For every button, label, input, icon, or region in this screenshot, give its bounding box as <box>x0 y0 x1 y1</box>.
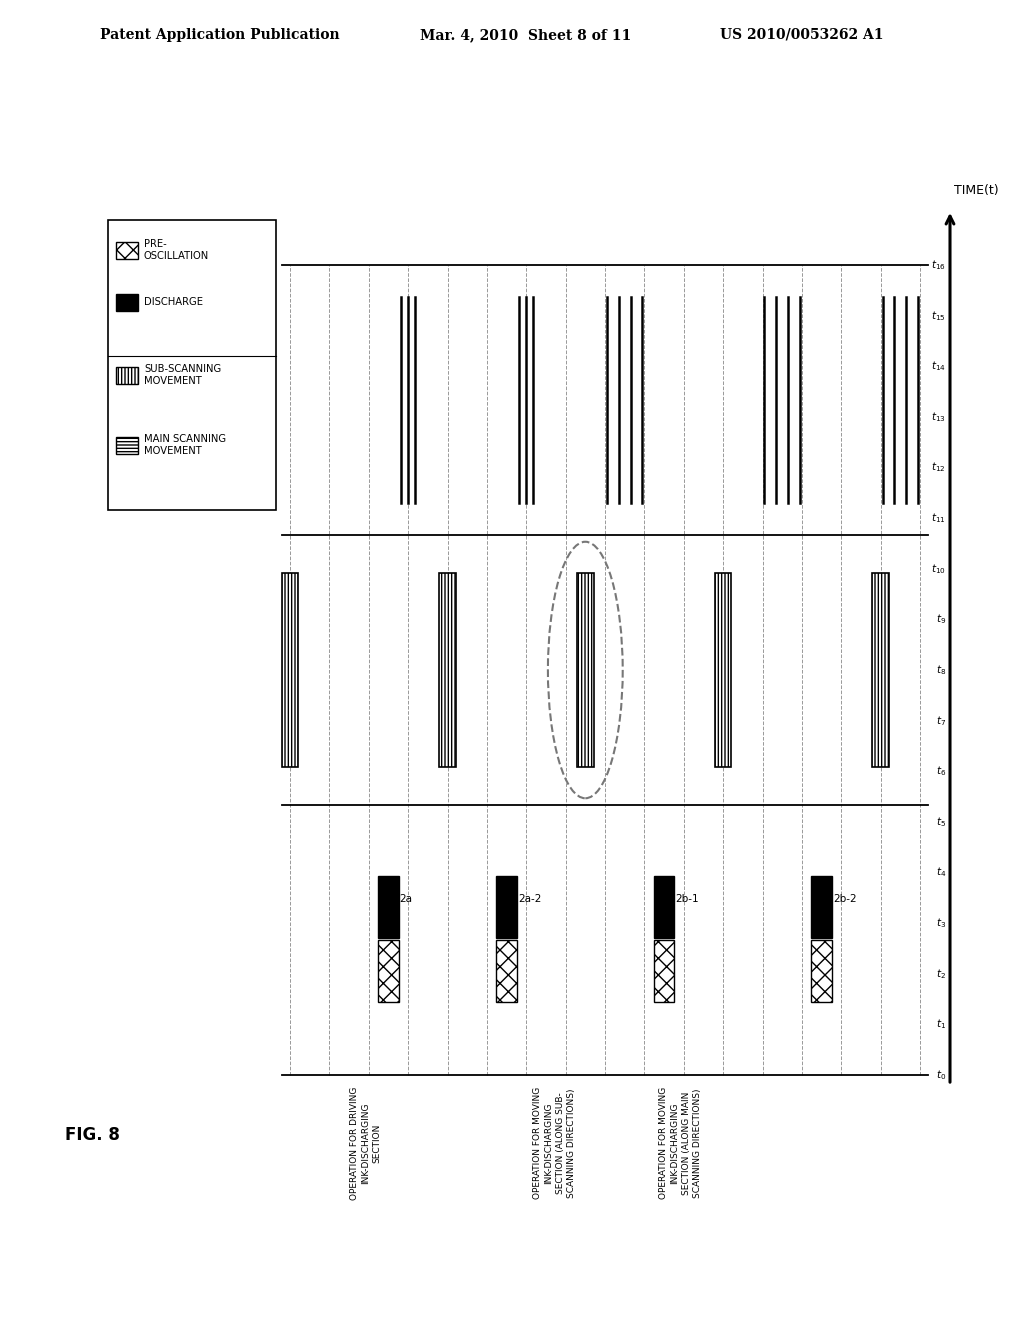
Text: $t_{11}$: $t_{11}$ <box>931 511 946 525</box>
Bar <box>497 876 517 939</box>
Text: $t_{12}$: $t_{12}$ <box>932 461 946 474</box>
Bar <box>439 573 456 767</box>
Text: 2b-2: 2b-2 <box>833 894 856 904</box>
Text: PRE-
OSCILLATION: PRE- OSCILLATION <box>144 239 209 261</box>
Bar <box>116 367 138 384</box>
Text: MAIN SCANNING
MOVEMENT: MAIN SCANNING MOVEMENT <box>144 434 226 457</box>
Text: OPERATION FOR MOVING
INK-DISCHARGING
SECTION (ALONG MAIN
SCANNING DIRECTIONS): OPERATION FOR MOVING INK-DISCHARGING SEC… <box>659 1086 701 1200</box>
Bar <box>811 876 831 939</box>
Text: $t_7$: $t_7$ <box>936 714 946 727</box>
Text: $t_{10}$: $t_{10}$ <box>931 562 946 576</box>
Text: $t_6$: $t_6$ <box>936 764 946 779</box>
Text: $t_4$: $t_4$ <box>936 866 946 879</box>
Text: SUB-SCANNING
MOVEMENT: SUB-SCANNING MOVEMENT <box>144 364 221 387</box>
Text: Mar. 4, 2010  Sheet 8 of 11: Mar. 4, 2010 Sheet 8 of 11 <box>420 28 631 42</box>
Text: $t_2$: $t_2$ <box>936 966 946 981</box>
Bar <box>654 876 674 939</box>
Text: $t_9$: $t_9$ <box>936 612 946 626</box>
Text: OPERATION FOR MOVING
INK-DISCHARGING
SECTION (ALONG SUB-
SCANNING DIRECTIONS): OPERATION FOR MOVING INK-DISCHARGING SEC… <box>534 1086 575 1200</box>
Text: $t_{15}$: $t_{15}$ <box>932 309 946 322</box>
Bar <box>811 940 831 1002</box>
Text: $t_{16}$: $t_{16}$ <box>931 259 946 272</box>
Text: 2a: 2a <box>399 894 413 904</box>
Text: $t_8$: $t_8$ <box>936 663 946 677</box>
Bar <box>497 940 517 1002</box>
Text: 2b-1: 2b-1 <box>675 894 699 904</box>
Bar <box>116 437 138 454</box>
Bar <box>116 242 138 259</box>
Text: DISCHARGE: DISCHARGE <box>144 297 203 308</box>
Text: FIG. 8: FIG. 8 <box>65 1126 120 1144</box>
Text: $t_5$: $t_5$ <box>936 814 946 829</box>
Text: US 2010/0053262 A1: US 2010/0053262 A1 <box>720 28 884 42</box>
Text: 2a-2: 2a-2 <box>518 894 542 904</box>
Bar <box>654 940 674 1002</box>
Bar <box>282 573 298 767</box>
Text: $t_{14}$: $t_{14}$ <box>931 359 946 374</box>
Bar <box>578 573 594 767</box>
Text: $t_{13}$: $t_{13}$ <box>931 411 946 424</box>
Bar <box>872 573 889 767</box>
Text: $t_1$: $t_1$ <box>936 1018 946 1031</box>
Text: $t_0$: $t_0$ <box>936 1068 946 1082</box>
Text: Patent Application Publication: Patent Application Publication <box>100 28 340 42</box>
Bar <box>378 876 398 939</box>
Bar <box>715 573 731 767</box>
Bar <box>116 293 138 310</box>
Bar <box>108 220 276 510</box>
Bar <box>378 940 398 1002</box>
Text: OPERATION FOR DRIVING
INK-DISCHARGING
SECTION: OPERATION FOR DRIVING INK-DISCHARGING SE… <box>350 1086 381 1200</box>
Text: TIME(t): TIME(t) <box>954 183 998 197</box>
Text: $t_3$: $t_3$ <box>936 916 946 931</box>
